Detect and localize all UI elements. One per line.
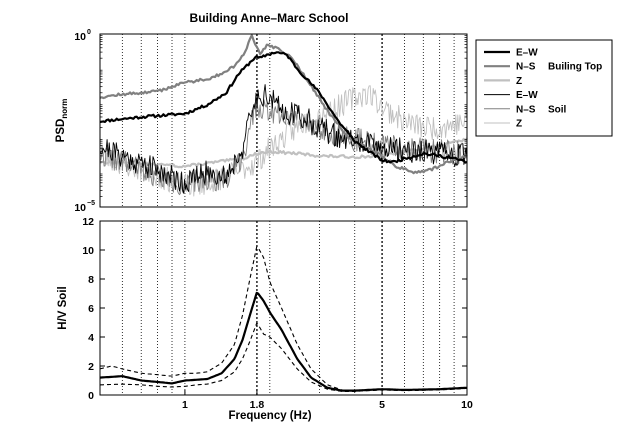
- psd-series-top_ew: [99, 51, 468, 164]
- legend: E–W N–S Z E–W N–S Z Builing Top Soil: [475, 39, 613, 137]
- legend-group-building-top: Builing Top: [548, 62, 602, 73]
- hv-series-hv_plus: [99, 246, 467, 392]
- chart-title: Building Anne–Marc School: [190, 11, 349, 25]
- hv-chart: 0 2 4 6 8 10 12 1 1.8 5 10 H/V Soil Frequency (Hz): [57, 216, 473, 422]
- hv-y-axis-label: H/V Soil: [57, 286, 69, 329]
- psd-y-axis-label: PSDnorm: [55, 99, 69, 143]
- hv-axes-frame: [99, 220, 468, 396]
- legend-label: N–S: [516, 62, 536, 73]
- psd-series-soil_ns: [99, 99, 468, 196]
- hv-y-tick-label: 8: [88, 274, 94, 286]
- x-tick-label: 1: [182, 399, 188, 411]
- legend-label: N–S: [516, 104, 536, 115]
- x-tick-label: 1.8: [250, 399, 265, 411]
- hv-y-tick-label: 12: [82, 216, 94, 228]
- psd-y-tick-base: 10: [74, 202, 86, 214]
- hv-y-tick-label: 2: [88, 361, 94, 373]
- legend-label: Z: [516, 76, 522, 87]
- hv-y-tick-label: 4: [88, 332, 94, 344]
- psd-axes-frame: [99, 33, 468, 208]
- legend-label: Z: [516, 119, 522, 130]
- hv-series-hv_minus: [99, 322, 467, 392]
- psd-series-lines: [99, 34, 468, 197]
- psd-series-soil_z: [99, 85, 468, 197]
- x-tick-label: 10: [461, 399, 473, 411]
- legend-label: E–W: [516, 48, 538, 59]
- psd-y-tick-exp: 0: [87, 29, 91, 36]
- hv-series-lines: [99, 246, 467, 392]
- psd-y-tick-exp: −5: [87, 200, 95, 207]
- legend-entries: E–W N–S Z E–W N–S Z: [484, 48, 538, 130]
- hv-grid: [121, 221, 455, 395]
- hv-y-tick-label: 0: [88, 390, 94, 402]
- legend-group-soil: Soil: [548, 104, 567, 115]
- psd-y-tick-base: 10: [74, 31, 86, 43]
- x-axis-label: Frequency (Hz): [228, 410, 311, 422]
- legend-box: [475, 39, 613, 137]
- legend-label: E–W: [516, 90, 538, 101]
- hv-y-tick-label: 6: [88, 303, 94, 315]
- hv-ticks: 0 2 4 6 8 10 12 1 1.8 5 10: [82, 216, 473, 411]
- psd-chart: 10 010 −5 PSDnorm: [55, 29, 468, 214]
- x-tick-label: 5: [379, 399, 385, 411]
- hv-series-hv_mean: [99, 291, 467, 392]
- psd-series-soil_ew: [99, 84, 468, 194]
- hv-y-tick-label: 10: [82, 245, 94, 257]
